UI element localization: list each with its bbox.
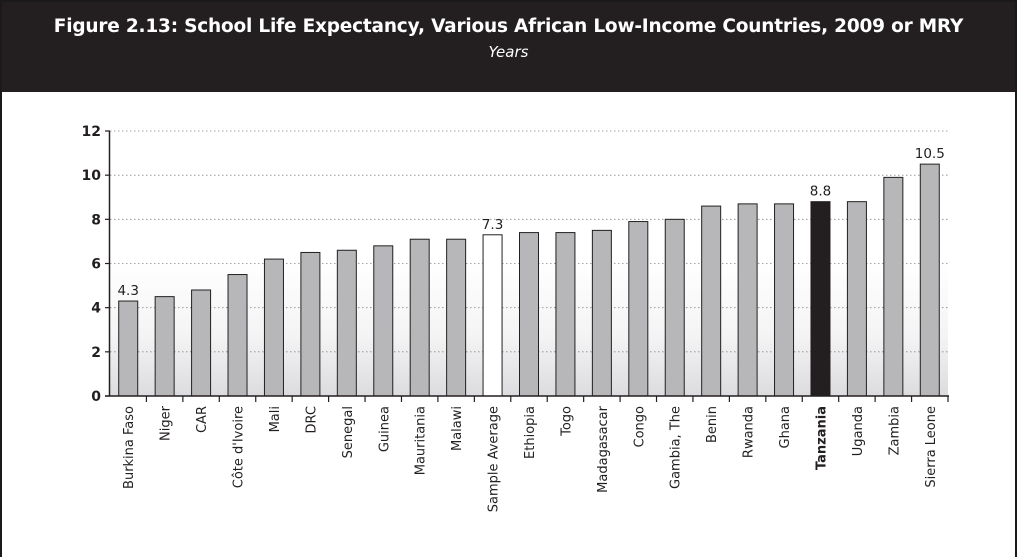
figure-header: Figure 2.13: School Life Expectancy, Var… [2, 2, 1015, 92]
category-label: Guinea [377, 406, 392, 452]
bar [555, 232, 576, 397]
bar [810, 201, 831, 397]
y-axis-ticks: 0 2 4 6 8 10 12 [82, 124, 110, 405]
bar [883, 176, 904, 397]
data-label: 10.5 [915, 146, 945, 162]
category-label: Uganda [851, 406, 866, 456]
bar [263, 258, 284, 397]
bar [774, 203, 795, 397]
category-label: Senegal [341, 406, 356, 458]
bar [154, 296, 175, 397]
y-tick-label: 12 [82, 124, 101, 140]
data-label: 8.8 [810, 184, 831, 200]
category-label: Mauritania [414, 406, 429, 475]
y-tick-label: 0 [91, 389, 101, 405]
category-label: Côte d'Ivoire [232, 406, 247, 488]
category-label: Tanzania [814, 406, 829, 470]
bar [191, 289, 212, 397]
bar [409, 238, 430, 397]
data-label: 4.3 [117, 283, 138, 299]
category-label: Rwanda [742, 406, 757, 458]
y-tick-label: 8 [91, 212, 101, 228]
bar [519, 232, 539, 397]
bar [300, 251, 321, 397]
bar [118, 300, 139, 397]
y-tick-label: 2 [91, 345, 101, 361]
category-label: Ethiopia [523, 406, 538, 459]
x-axis [105, 395, 949, 402]
category-label: Niger [159, 405, 174, 441]
category-label: Sierra Leone [924, 406, 939, 488]
bars [118, 163, 940, 397]
bar [664, 218, 685, 397]
category-label: CAR [195, 406, 210, 433]
bar [373, 245, 394, 397]
bar [701, 205, 722, 397]
category-label: Congo [632, 406, 647, 448]
category-label: Zambia [887, 406, 902, 455]
category-label: Mali [268, 406, 283, 432]
category-label: Madagasacar [596, 405, 611, 492]
bar [227, 274, 248, 397]
bar [591, 229, 612, 397]
figure-title: Figure 2.13: School Life Expectancy, Var… [53, 16, 964, 37]
category-label: Ghana [778, 406, 793, 449]
figure-subtitle: Years [488, 43, 529, 61]
bar [846, 201, 867, 397]
bar [628, 221, 649, 397]
category-labels: Burkina Faso Niger CAR Côte d'Ivoire Mali DRC… [122, 405, 939, 512]
category-label: Burkina Faso [122, 406, 137, 489]
bar [336, 249, 357, 397]
category-label: Togo [559, 406, 574, 437]
bar [446, 238, 467, 397]
category-label: Gambia, The [669, 406, 684, 489]
data-label: 7.3 [482, 217, 503, 233]
bar [482, 234, 503, 397]
y-tick-label: 6 [91, 257, 101, 273]
bar [919, 163, 940, 397]
data-labels: 4.3 7.3 8.8 10.5 [117, 146, 944, 299]
category-label: Benin [705, 406, 720, 443]
category-label: DRC [304, 406, 319, 433]
y-tick-label: 10 [82, 168, 102, 184]
category-label: Sample Average [487, 406, 502, 512]
category-label: Malawi [450, 406, 465, 451]
y-tick-label: 4 [91, 301, 101, 317]
bar [737, 203, 758, 397]
